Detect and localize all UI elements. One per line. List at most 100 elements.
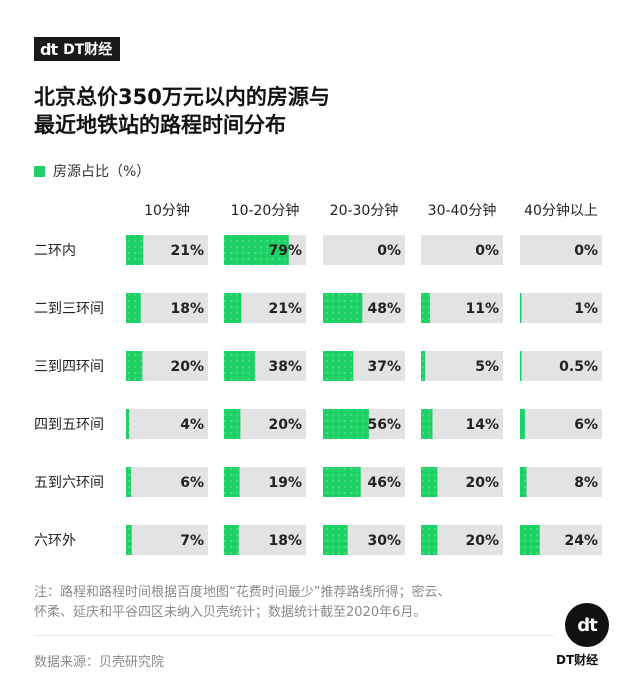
value-label: 20%	[465, 475, 499, 491]
column-header: 10-20分钟	[231, 202, 300, 219]
value-label: 7%	[180, 533, 204, 549]
value-label: 56%	[367, 417, 401, 433]
value-label: 6%	[574, 417, 598, 433]
bar	[421, 409, 433, 439]
bar	[126, 351, 143, 381]
divider	[34, 635, 554, 636]
bar	[520, 351, 522, 381]
legend-swatch	[34, 165, 45, 177]
value-label: 14%	[465, 417, 499, 433]
brand-name: DT财经	[63, 42, 113, 58]
value-label: 20%	[170, 359, 204, 375]
bar-track	[520, 409, 602, 439]
row-label: 四到五环间	[34, 417, 104, 433]
bar	[224, 351, 256, 381]
bar	[224, 293, 242, 323]
value-label: 30%	[367, 533, 401, 549]
value-label: 18%	[170, 301, 204, 317]
chart-title-line-2: 最近地铁站的路程时间分布	[34, 113, 286, 137]
bar	[520, 293, 522, 323]
column-header: 30-40分钟	[428, 202, 497, 219]
footer-logo-name: DT财经	[556, 653, 599, 667]
bar	[323, 409, 369, 439]
bar-track	[520, 351, 602, 381]
footer-logo-mark: dt	[577, 614, 597, 636]
value-label: 4%	[180, 417, 204, 433]
brand-header: dt DT财经	[34, 37, 121, 61]
value-label: 21%	[170, 243, 204, 259]
value-label: 0.5%	[559, 359, 598, 375]
row-label: 五到六环间	[34, 475, 104, 491]
bar	[323, 467, 361, 497]
bar-track	[520, 293, 602, 323]
value-label: 46%	[367, 475, 401, 491]
bar-track	[520, 467, 602, 497]
bar-track	[126, 409, 208, 439]
bar	[421, 467, 438, 497]
value-label: 79%	[268, 243, 302, 259]
column-header: 10分钟	[144, 202, 190, 219]
bar	[126, 409, 130, 439]
brand-logo: dt DT财经	[34, 37, 121, 61]
bar	[323, 525, 348, 555]
value-label: 11%	[465, 301, 499, 317]
bar-track	[520, 235, 602, 265]
value-label: 6%	[180, 475, 204, 491]
row-label: 三到四环间	[34, 359, 104, 375]
value-label: 5%	[475, 359, 499, 375]
bar	[224, 467, 240, 497]
value-label: 18%	[268, 533, 302, 549]
value-label: 24%	[564, 533, 598, 549]
row-label: 六环外	[34, 533, 76, 549]
bar	[421, 525, 438, 555]
footer-logo: dt	[565, 603, 609, 647]
bar	[323, 293, 363, 323]
bar	[421, 351, 426, 381]
bar-track	[323, 235, 405, 265]
value-label: 48%	[367, 301, 401, 317]
footnote: 注：路程和路程时间根据百度地图“花费时间最少”推荐路线所得；密云、 怀柔、延庆和…	[34, 583, 574, 623]
bar-track	[421, 235, 503, 265]
bar	[520, 467, 527, 497]
bar	[126, 467, 131, 497]
value-label: 0%	[574, 243, 598, 259]
value-label: 21%	[268, 301, 302, 317]
row-label: 二到三环间	[34, 301, 104, 317]
value-label: 0%	[475, 243, 499, 259]
bar-track	[421, 293, 503, 323]
bar	[224, 235, 289, 265]
bar-track	[421, 351, 503, 381]
brand-mark: dt	[40, 39, 58, 59]
bar	[520, 409, 525, 439]
footnote-line-1: 注：路程和路程时间根据百度地图“花费时间最少”推荐路线所得；密云、	[34, 585, 451, 600]
value-label: 37%	[367, 359, 401, 375]
chart-title: 北京总价350万元以内的房源与 最近地铁站的路程时间分布	[34, 83, 330, 139]
bar	[323, 351, 354, 381]
bar-track	[126, 467, 208, 497]
column-header: 40分钟以上	[524, 202, 598, 219]
value-label: 20%	[465, 533, 499, 549]
chart-title-line-1: 北京总价350万元以内的房源与	[34, 85, 330, 109]
footnote-line-2: 怀柔、延庆和平谷四区未纳入贝壳统计；数据统计截至2020年6月。	[34, 605, 427, 620]
bar-track	[126, 525, 208, 555]
bar	[126, 235, 144, 265]
column-header: 20-30分钟	[330, 202, 399, 219]
bar	[126, 525, 132, 555]
legend: 房源占比（%）	[34, 161, 150, 181]
value-label: 8%	[574, 475, 598, 491]
bar	[224, 525, 239, 555]
value-label: 0%	[377, 243, 401, 259]
bar-track	[421, 409, 503, 439]
value-label: 20%	[268, 417, 302, 433]
source-text: 数据来源：贝壳研究院	[34, 655, 165, 670]
row-label: 二环内	[34, 243, 76, 259]
bar	[421, 293, 431, 323]
bar	[224, 409, 241, 439]
bar	[126, 293, 141, 323]
value-label: 19%	[268, 475, 302, 491]
legend-label: 房源占比（%）	[53, 164, 151, 180]
bar	[520, 525, 540, 555]
value-label: 1%	[574, 301, 598, 317]
value-label: 38%	[268, 359, 302, 375]
